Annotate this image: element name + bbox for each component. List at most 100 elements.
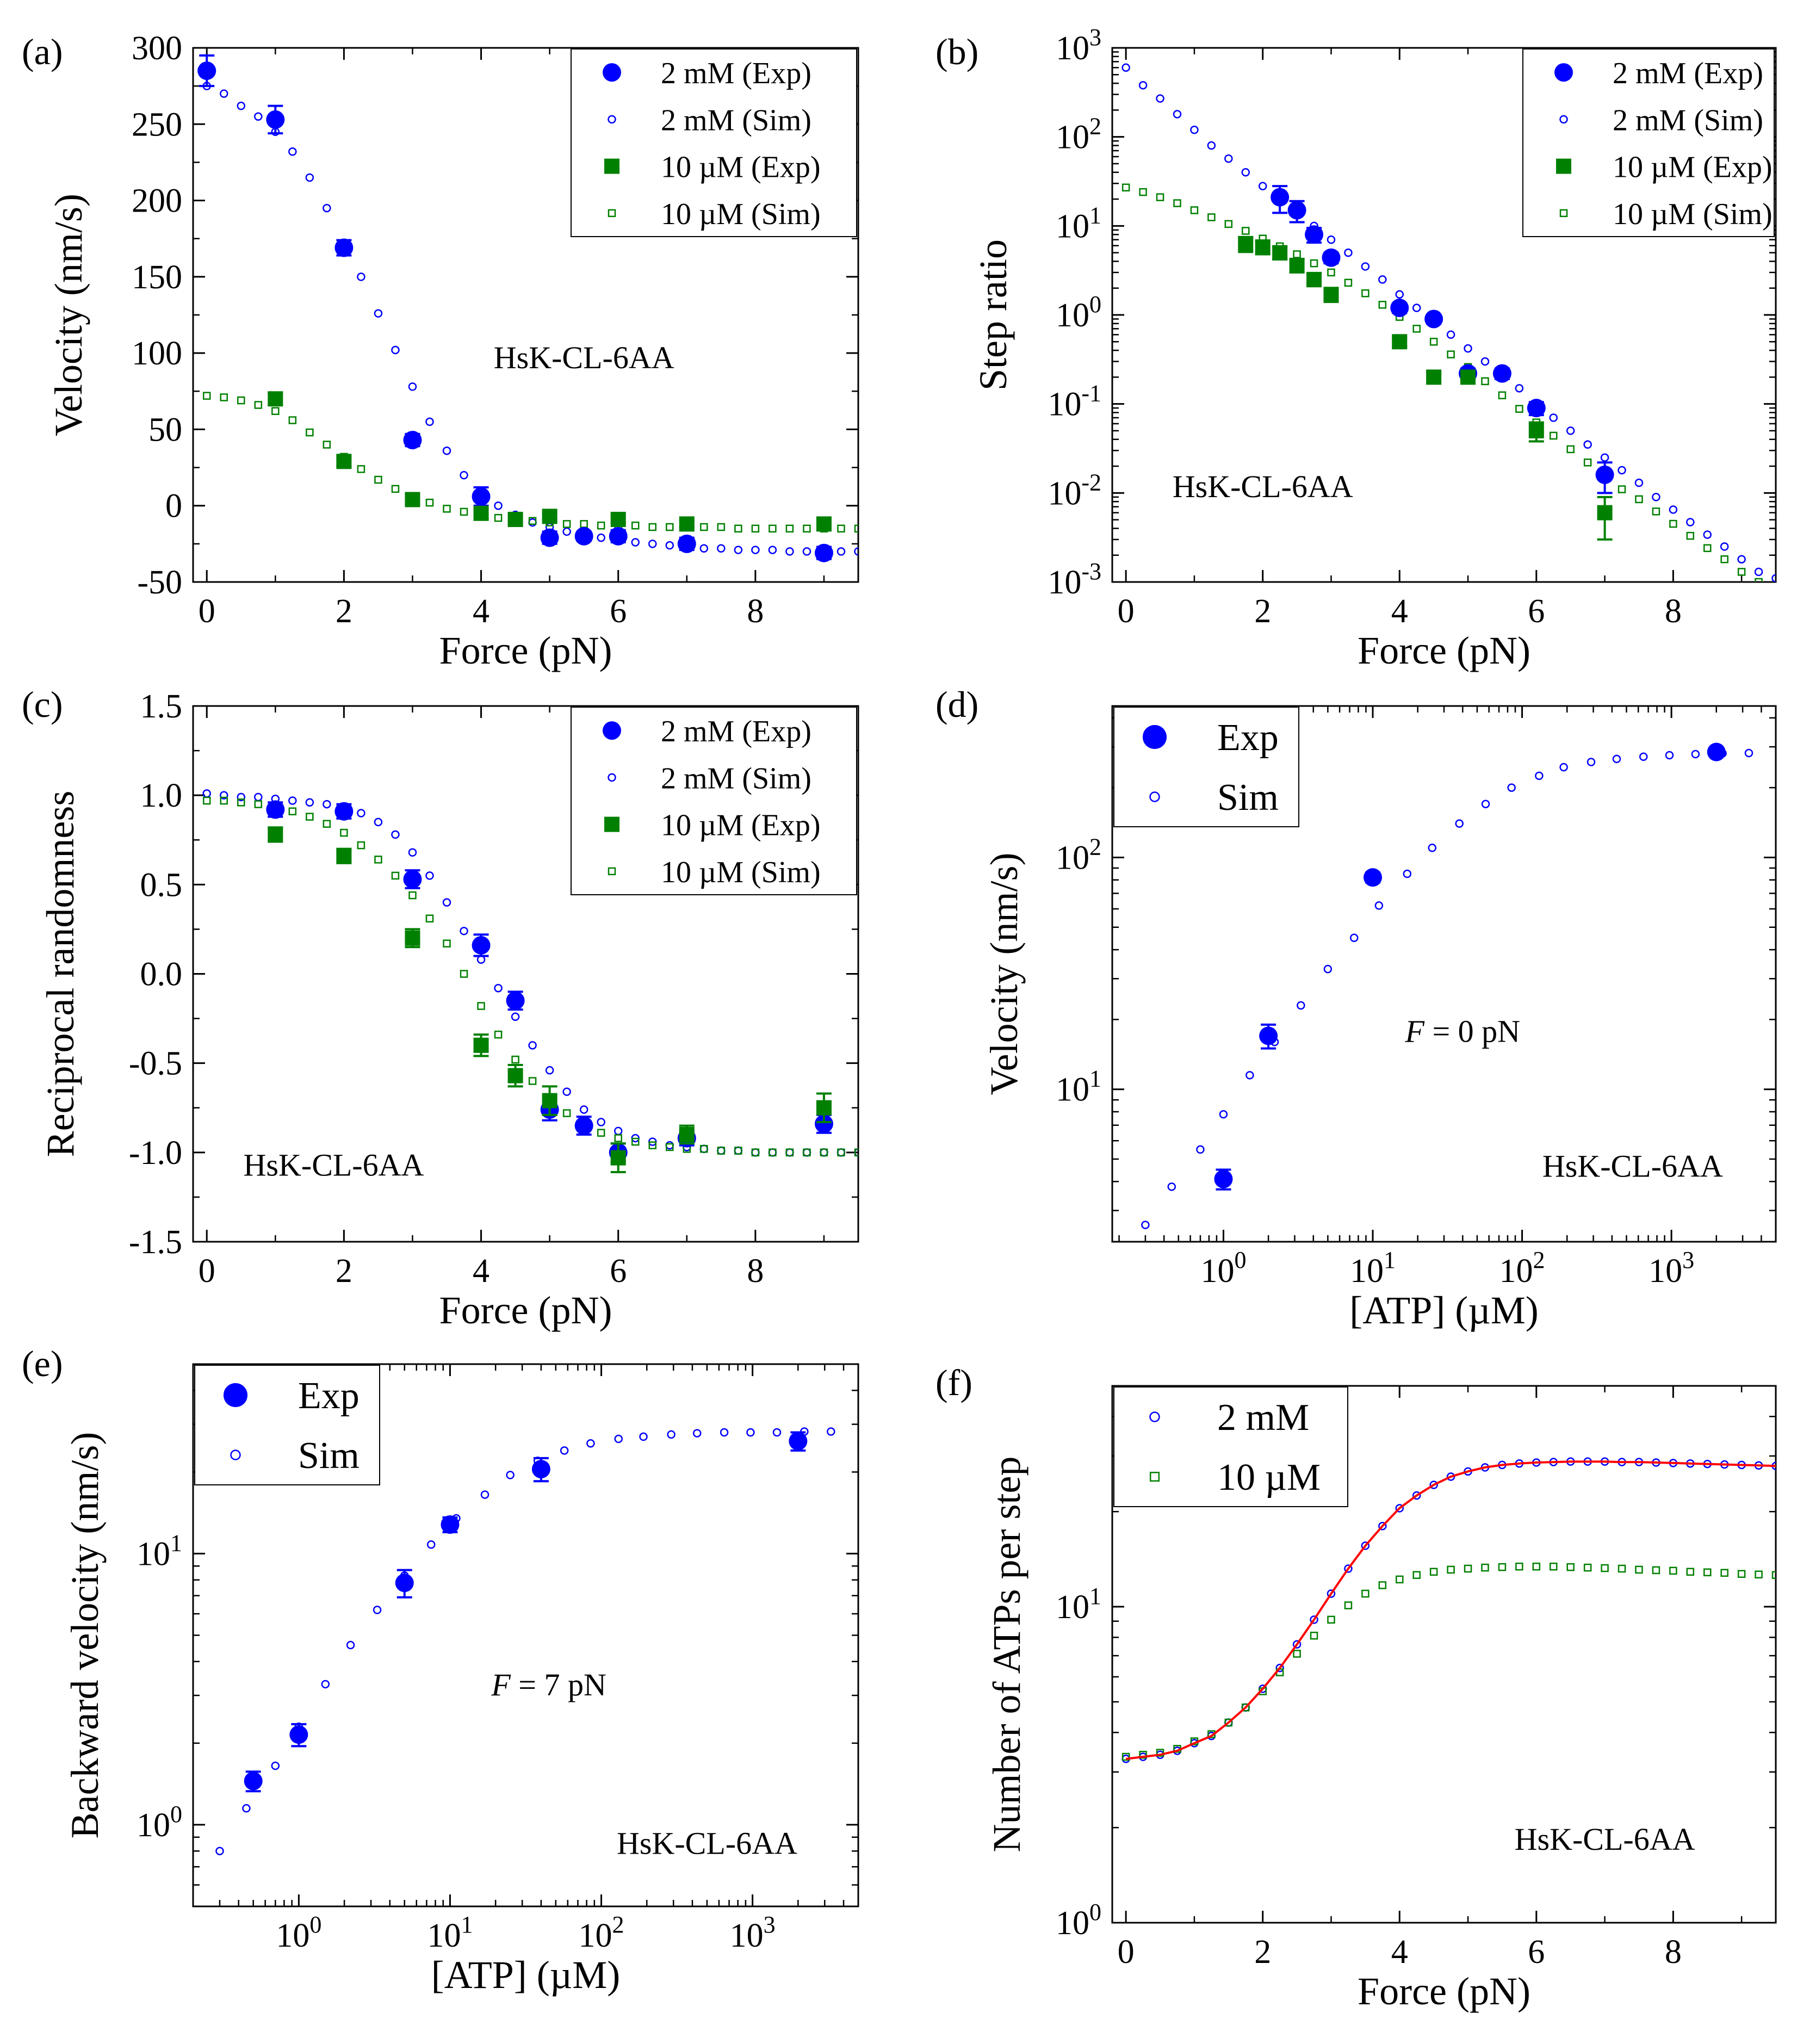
data-point bbox=[1515, 1562, 1523, 1571]
legend-label: 10 µM (Sim) bbox=[661, 856, 821, 889]
data-point bbox=[699, 544, 709, 553]
legend-marker bbox=[604, 816, 619, 832]
data-point bbox=[1327, 1615, 1335, 1624]
y-tick-label: 103 bbox=[1056, 24, 1101, 67]
x-tick-label: 100 bbox=[1200, 1247, 1246, 1290]
data-point bbox=[1771, 1571, 1776, 1580]
y-axis-title: Backward velocity (nm/s) bbox=[63, 1432, 107, 1839]
data-point bbox=[614, 1434, 623, 1444]
legend-label: 2 mM (Sim) bbox=[661, 103, 811, 137]
data-point bbox=[1361, 1541, 1370, 1550]
data-point bbox=[785, 524, 794, 533]
data-point bbox=[1272, 245, 1288, 261]
legend-marker bbox=[223, 1383, 248, 1408]
data-point bbox=[1259, 1026, 1278, 1045]
data-point bbox=[220, 393, 228, 401]
data-point bbox=[803, 1148, 811, 1157]
data-point bbox=[1446, 330, 1455, 339]
plot-area bbox=[1121, 1457, 1776, 1763]
data-point bbox=[288, 416, 297, 424]
data-point bbox=[266, 110, 285, 129]
data-point bbox=[1293, 1650, 1301, 1658]
data-point bbox=[460, 926, 468, 936]
data-point bbox=[1429, 1481, 1438, 1489]
data-point bbox=[271, 407, 280, 416]
data-point bbox=[1481, 1563, 1489, 1572]
panel-c: 0 2 4 6 8 -1.5 -1.0 -0.5 0.0 0.5 1.0 1.5 Force (pN) R… bbox=[22, 684, 859, 1332]
data-point bbox=[268, 827, 283, 843]
legend-marker bbox=[1149, 791, 1160, 802]
data-point bbox=[1665, 751, 1674, 760]
data-point bbox=[562, 1087, 571, 1096]
data-point bbox=[610, 1150, 626, 1166]
data-point bbox=[665, 541, 674, 550]
x-tick-label: 4 bbox=[473, 593, 489, 630]
data-point bbox=[700, 523, 708, 531]
x-tick-label: 102 bbox=[1499, 1247, 1545, 1290]
x-tick-label: 0 bbox=[199, 593, 215, 630]
data-point bbox=[734, 546, 743, 554]
y-tick-label: 150 bbox=[132, 259, 182, 296]
data-point bbox=[1424, 309, 1443, 329]
y-tick-label: 250 bbox=[132, 106, 182, 143]
data-point bbox=[506, 1471, 515, 1479]
x-tick-label: 2 bbox=[1254, 1934, 1271, 1971]
data-point bbox=[1289, 257, 1305, 273]
data-point bbox=[574, 527, 593, 546]
data-point bbox=[1669, 519, 1677, 528]
x-tick-label: 0 bbox=[1118, 1934, 1135, 1971]
data-point bbox=[631, 521, 640, 530]
y-tick-label: -0.5 bbox=[129, 1045, 182, 1082]
y-axis-title: Number of ATPs per step bbox=[985, 1457, 1028, 1853]
data-point bbox=[1196, 1145, 1205, 1154]
data-point bbox=[271, 1761, 280, 1770]
data-point bbox=[306, 813, 314, 821]
data-point bbox=[480, 1490, 489, 1499]
data-point bbox=[507, 511, 523, 527]
data-point bbox=[1378, 301, 1387, 309]
data-point bbox=[268, 391, 283, 407]
data-point bbox=[494, 1030, 503, 1039]
data-point bbox=[391, 485, 400, 493]
data-point bbox=[837, 524, 845, 533]
data-point bbox=[1532, 1562, 1541, 1571]
annotation: HsK-CL-6AA bbox=[494, 340, 674, 375]
data-point bbox=[403, 431, 422, 450]
data-point bbox=[814, 543, 833, 562]
data-point bbox=[408, 891, 417, 900]
data-point bbox=[562, 527, 571, 536]
data-point bbox=[1378, 275, 1387, 284]
data-point bbox=[751, 524, 760, 533]
data-point bbox=[1349, 933, 1359, 943]
plot-area bbox=[1121, 63, 1776, 582]
data-point bbox=[597, 1129, 605, 1137]
data-point bbox=[545, 1066, 554, 1075]
data-point bbox=[700, 1145, 708, 1153]
data-point bbox=[1224, 220, 1233, 228]
legend-marker bbox=[608, 773, 616, 782]
data-point bbox=[1190, 125, 1199, 134]
data-point bbox=[1305, 225, 1324, 244]
data-point bbox=[720, 1428, 729, 1437]
data-point bbox=[1587, 758, 1596, 766]
data-point bbox=[1361, 1589, 1370, 1598]
x-tick-label: 4 bbox=[1391, 593, 1408, 630]
data-point bbox=[1652, 1566, 1660, 1575]
data-point bbox=[789, 1432, 808, 1451]
data-point bbox=[1327, 268, 1335, 277]
data-point bbox=[1361, 262, 1370, 271]
plot-area bbox=[197, 54, 858, 562]
y-tick-label: 101 bbox=[1056, 202, 1101, 245]
legend-label: 2 mM (Exp) bbox=[1613, 57, 1763, 90]
legend-label: 10 µM (Exp) bbox=[1613, 151, 1773, 184]
y-tick-label: 101 bbox=[1056, 1583, 1101, 1626]
y-tick-label: 100 bbox=[1056, 1899, 1101, 1942]
data-point bbox=[631, 1137, 640, 1146]
data-point bbox=[1720, 555, 1728, 563]
x-tick-label: 8 bbox=[747, 593, 764, 630]
x-tick-label: 6 bbox=[1528, 593, 1545, 630]
data-point bbox=[254, 800, 263, 808]
data-point bbox=[405, 492, 420, 507]
data-point bbox=[528, 1077, 537, 1085]
data-point bbox=[1464, 344, 1472, 353]
